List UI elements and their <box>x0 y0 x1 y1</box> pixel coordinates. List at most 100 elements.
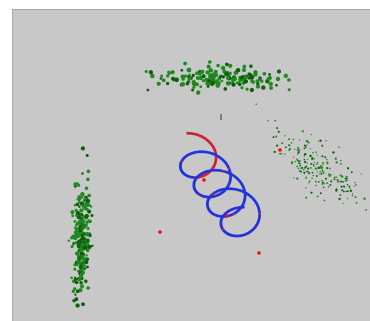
cluster-point <box>205 81 210 86</box>
cluster-point <box>299 164 302 167</box>
cluster-point <box>79 258 83 261</box>
cluster-point <box>84 260 89 265</box>
cluster-point <box>242 68 246 72</box>
point-cluster-right[interactable] <box>255 103 368 211</box>
cluster-point <box>150 73 155 79</box>
cluster-point <box>312 174 314 177</box>
cluster-point <box>244 75 248 80</box>
cluster-point <box>322 162 325 165</box>
cluster-point <box>73 182 78 187</box>
3d-viewport[interactable] <box>12 9 370 321</box>
point-cluster-top[interactable] <box>144 60 291 95</box>
cluster-point <box>306 158 309 160</box>
cluster-point <box>299 160 301 162</box>
cluster-point <box>83 206 87 210</box>
cluster-point <box>262 71 267 76</box>
cluster-point <box>288 138 290 140</box>
cluster-point <box>283 73 289 79</box>
cluster-point <box>307 167 310 170</box>
cluster-point <box>363 197 366 200</box>
scene-canvas[interactable] <box>13 10 370 321</box>
cluster-point <box>191 81 197 86</box>
cluster-point <box>309 166 312 169</box>
cluster-point <box>74 293 77 296</box>
cluster-point <box>76 216 80 220</box>
cluster-point <box>308 172 311 175</box>
outlier-point <box>278 148 282 152</box>
cluster-point <box>341 175 344 178</box>
cluster-point <box>311 156 314 159</box>
outlier-point <box>225 214 229 218</box>
cluster-point <box>306 170 309 173</box>
cluster-point <box>77 200 81 204</box>
cluster-point <box>75 223 78 227</box>
cluster-point <box>70 236 74 240</box>
cluster-point <box>339 174 342 177</box>
cluster-point <box>318 181 320 183</box>
cluster-point <box>316 154 318 156</box>
cluster-point <box>330 173 332 176</box>
cluster-point <box>73 234 78 239</box>
cluster-point <box>321 170 324 172</box>
cluster-point <box>73 220 77 223</box>
cluster-point <box>305 196 308 199</box>
cluster-point <box>160 74 164 78</box>
cluster-point <box>309 154 312 158</box>
cluster-point <box>272 136 275 139</box>
cluster-point <box>351 193 354 195</box>
cluster-point <box>81 213 84 216</box>
cluster-point <box>82 246 86 250</box>
cluster-point <box>319 170 321 173</box>
cluster-point <box>354 181 356 184</box>
cluster-point <box>185 82 189 86</box>
cluster-point <box>326 158 328 161</box>
cluster-point <box>273 150 276 154</box>
cluster-point <box>180 82 186 87</box>
cluster-point <box>75 202 80 207</box>
cluster-point <box>240 86 244 90</box>
cluster-point <box>77 252 80 255</box>
cluster-point <box>306 140 309 143</box>
cluster-point <box>259 79 264 83</box>
cluster-point <box>225 81 231 86</box>
cluster-point <box>253 70 258 75</box>
cluster-point <box>226 75 230 80</box>
cluster-point <box>319 139 322 142</box>
cluster-point <box>326 162 329 165</box>
cluster-point <box>299 163 301 165</box>
cluster-point <box>88 233 91 237</box>
cluster-point <box>266 77 271 81</box>
cluster-point <box>211 77 216 82</box>
cluster-point <box>335 188 338 191</box>
cluster-point <box>303 160 307 164</box>
cluster-point <box>199 85 203 89</box>
cluster-point <box>78 264 83 270</box>
cluster-point <box>73 287 77 291</box>
cluster-point <box>269 85 274 90</box>
cluster-point <box>192 85 196 89</box>
cluster-point <box>338 197 341 201</box>
cluster-point <box>330 180 333 183</box>
cluster-point <box>332 151 335 154</box>
cluster-point <box>85 254 88 257</box>
cluster-point <box>171 76 175 81</box>
outlier-point <box>257 251 261 255</box>
cluster-point <box>290 142 293 144</box>
cluster-point <box>75 289 80 294</box>
scene-background <box>13 10 370 321</box>
cluster-point <box>174 77 180 83</box>
cluster-point <box>261 85 266 90</box>
cluster-point <box>345 175 348 179</box>
cluster-point <box>323 182 325 184</box>
cluster-point <box>313 157 315 160</box>
cluster-point <box>328 174 331 178</box>
point-cluster-left[interactable] <box>67 146 94 308</box>
cluster-point <box>86 203 91 207</box>
cluster-point <box>351 194 354 197</box>
cluster-point <box>342 190 345 193</box>
cluster-point <box>322 164 324 166</box>
cluster-point <box>81 172 84 175</box>
cluster-point <box>80 146 86 151</box>
helix-trajectory[interactable] <box>179 131 261 238</box>
cluster-point <box>338 146 340 148</box>
